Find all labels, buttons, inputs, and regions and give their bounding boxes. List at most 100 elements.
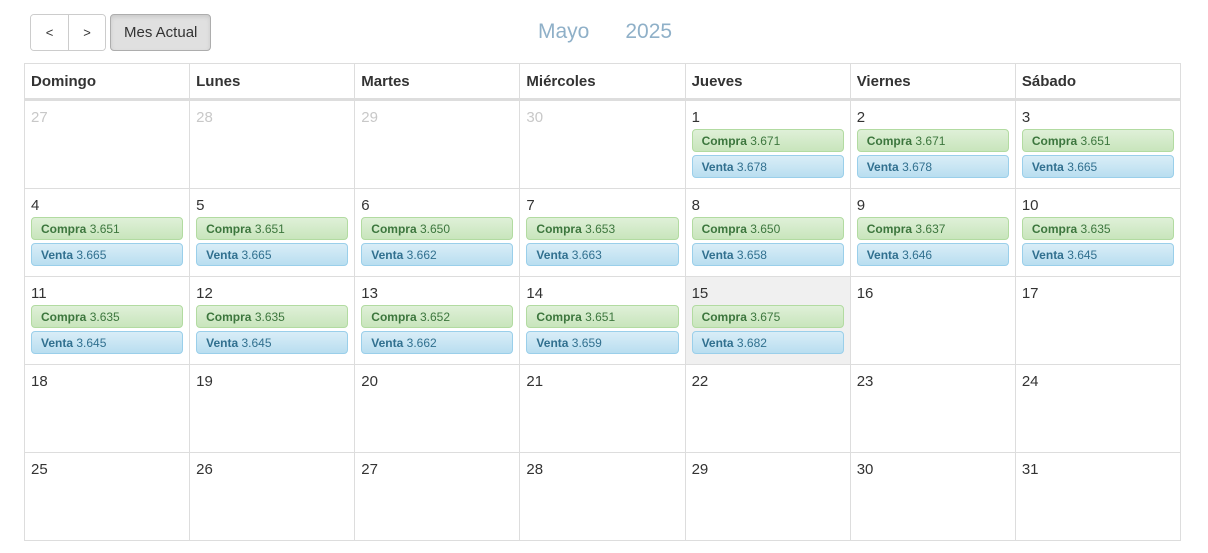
weekday-header: Domingo Lunes Martes Miércoles Jueves Viernes… xyxy=(23,63,1182,101)
buy-rate-value: 3.671 xyxy=(915,134,946,148)
buy-rate-event[interactable]: Compra 3.651 xyxy=(526,305,679,328)
prev-month-button[interactable]: < xyxy=(31,15,68,50)
calendar-day-cell[interactable]: 10 Compra 3.635 Venta 3.645 xyxy=(1014,188,1182,277)
day-number: 30 xyxy=(526,109,544,126)
buy-rate-event[interactable]: Compra 3.635 xyxy=(196,305,349,328)
calendar-day-cell[interactable]: 21 xyxy=(519,364,686,453)
calendar-week-row: 27 28 29 30 1 Compra 3.671 Venta 3.678 2 Compra … xyxy=(23,99,1182,189)
buy-label: Compra xyxy=(41,222,87,236)
calendar-day-cell[interactable]: 27 xyxy=(354,452,521,541)
sell-rate-event[interactable]: Venta 3.678 xyxy=(856,155,1009,178)
calendar-day-cell[interactable]: 17 xyxy=(1014,276,1182,365)
weekday-header-cell: Jueves xyxy=(684,63,851,101)
day-number: 9 xyxy=(856,197,866,214)
day-number: 30 xyxy=(856,461,874,478)
calendar-day-cell[interactable]: 18 xyxy=(23,364,191,453)
buy-rate-event[interactable]: Compra 3.650 xyxy=(691,217,844,240)
sell-rate-event[interactable]: Venta 3.665 xyxy=(31,243,184,266)
day-number: 29 xyxy=(691,461,709,478)
weekday-header-cell: Domingo xyxy=(23,63,191,101)
sell-rate-event[interactable]: Venta 3.662 xyxy=(361,331,514,354)
buy-rate-event[interactable]: Compra 3.651 xyxy=(196,217,349,240)
sell-rate-event[interactable]: Venta 3.646 xyxy=(856,243,1009,266)
calendar-day-cell[interactable]: 25 xyxy=(23,452,191,541)
buy-rate-event[interactable]: Compra 3.635 xyxy=(1021,217,1174,240)
sell-label: Venta xyxy=(206,248,239,262)
calendar-day-cell[interactable]: 4 Compra 3.651 Venta 3.665 xyxy=(23,188,191,277)
buy-rate-value: 3.637 xyxy=(915,222,946,236)
buy-rate-event[interactable]: Compra 3.651 xyxy=(31,217,184,240)
calendar-day-cell[interactable]: 8 Compra 3.650 Venta 3.658 xyxy=(684,188,851,277)
calendar-day-cell[interactable]: 12 Compra 3.635 Venta 3.645 xyxy=(189,276,356,365)
buy-rate-event[interactable]: Compra 3.671 xyxy=(856,129,1009,152)
current-month-button[interactable]: Mes Actual xyxy=(110,14,212,51)
buy-rate-event[interactable]: Compra 3.635 xyxy=(31,305,184,328)
calendar-day-cell[interactable]: 22 xyxy=(684,364,851,453)
sell-rate-event[interactable]: Venta 3.658 xyxy=(691,243,844,266)
sell-rate-event[interactable]: Venta 3.645 xyxy=(196,331,349,354)
calendar-day-cell[interactable]: 3 Compra 3.651 Venta 3.665 xyxy=(1014,99,1182,189)
calendar-day-cell[interactable]: 28 xyxy=(519,452,686,541)
day-number: 16 xyxy=(856,285,874,302)
buy-rate-event[interactable]: Compra 3.675 xyxy=(691,305,844,328)
sell-rate-event[interactable]: Venta 3.659 xyxy=(526,331,679,354)
day-number: 13 xyxy=(361,285,378,302)
buy-rate-event[interactable]: Compra 3.653 xyxy=(526,217,679,240)
day-number: 2 xyxy=(856,109,866,126)
calendar-day-cell[interactable]: 13 Compra 3.652 Venta 3.662 xyxy=(354,276,521,365)
sell-rate-event[interactable]: Venta 3.665 xyxy=(1021,155,1174,178)
sell-rate-event[interactable]: Venta 3.663 xyxy=(526,243,679,266)
calendar-day-cell[interactable]: 19 xyxy=(189,364,356,453)
sell-rate-value: 3.645 xyxy=(1067,248,1098,262)
calendar-day-cell[interactable]: 11 Compra 3.635 Venta 3.645 xyxy=(23,276,191,365)
calendar-day-cell[interactable]: 20 xyxy=(354,364,521,453)
sell-rate-event[interactable]: Venta 3.682 xyxy=(691,331,844,354)
day-number: 1 xyxy=(691,109,700,126)
calendar-day-cell[interactable]: 30 xyxy=(519,99,686,189)
day-number: 5 xyxy=(196,197,205,214)
day-number: 8 xyxy=(691,197,700,214)
buy-rate-value: 3.675 xyxy=(750,310,781,324)
calendar-day-cell[interactable]: 29 xyxy=(684,452,851,541)
buy-rate-event[interactable]: Compra 3.652 xyxy=(361,305,514,328)
sell-rate-value: 3.645 xyxy=(76,336,107,350)
day-number: 14 xyxy=(526,285,544,302)
sell-rate-event[interactable]: Venta 3.665 xyxy=(196,243,349,266)
sell-rate-event[interactable]: Venta 3.662 xyxy=(361,243,514,266)
calendar-day-cell[interactable]: 7 Compra 3.653 Venta 3.663 xyxy=(519,188,686,277)
calendar-day-cell[interactable]: 2 Compra 3.671 Venta 3.678 xyxy=(849,99,1016,189)
calendar-day-cell[interactable]: 23 xyxy=(849,364,1016,453)
sell-rate-event[interactable]: Venta 3.678 xyxy=(691,155,844,178)
calendar-day-cell[interactable]: 15 Compra 3.675 Venta 3.682 xyxy=(684,276,851,365)
calendar-day-cell[interactable]: 1 Compra 3.671 Venta 3.678 xyxy=(684,99,851,189)
weekday-header-cell: Miércoles xyxy=(519,63,686,101)
calendar-day-cell[interactable]: 27 xyxy=(23,99,191,189)
buy-rate-event[interactable]: Compra 3.671 xyxy=(691,129,844,152)
sell-rate-event[interactable]: Venta 3.645 xyxy=(31,331,184,354)
sell-label: Venta xyxy=(536,248,569,262)
calendar-day-cell[interactable]: 26 xyxy=(189,452,356,541)
buy-rate-value: 3.651 xyxy=(1080,134,1111,148)
calendar-day-cell[interactable]: 30 xyxy=(849,452,1016,541)
sell-rate-value: 3.678 xyxy=(736,160,767,174)
buy-label: Compra xyxy=(701,222,747,236)
day-number: 25 xyxy=(31,461,48,478)
calendar-day-cell[interactable]: 28 xyxy=(189,99,356,189)
sell-rate-event[interactable]: Venta 3.645 xyxy=(1021,243,1174,266)
buy-rate-event[interactable]: Compra 3.650 xyxy=(361,217,514,240)
calendar-day-cell[interactable]: 29 xyxy=(354,99,521,189)
buy-rate-event[interactable]: Compra 3.651 xyxy=(1021,129,1174,152)
calendar-day-cell[interactable]: 14 Compra 3.651 Venta 3.659 xyxy=(519,276,686,365)
calendar-day-cell[interactable]: 5 Compra 3.651 Venta 3.665 xyxy=(189,188,356,277)
calendar-day-cell[interactable]: 31 xyxy=(1014,452,1182,541)
calendar-day-cell[interactable]: 9 Compra 3.637 Venta 3.646 xyxy=(849,188,1016,277)
calendar-day-cell[interactable]: 24 xyxy=(1014,364,1182,453)
buy-label: Compra xyxy=(1031,222,1078,236)
calendar-day-cell[interactable]: 6 Compra 3.650 Venta 3.662 xyxy=(354,188,521,277)
calendar-day-cell[interactable]: 16 xyxy=(849,276,1016,365)
day-number: 17 xyxy=(1021,285,1039,302)
buy-rate-value: 3.651 xyxy=(89,222,120,236)
next-month-button[interactable]: > xyxy=(68,15,105,50)
day-number: 27 xyxy=(31,109,48,126)
buy-rate-event[interactable]: Compra 3.637 xyxy=(856,217,1009,240)
